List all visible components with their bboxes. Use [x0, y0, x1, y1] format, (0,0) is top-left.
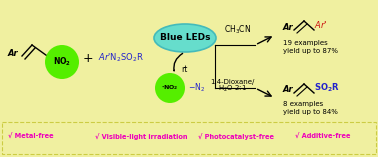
Text: $\mathit{Ar}$'$\mathregular{N_2SO_2R}$: $\mathit{Ar}$'$\mathregular{N_2SO_2R}$: [98, 52, 144, 64]
Text: √ Additive-free: √ Additive-free: [295, 134, 350, 140]
Circle shape: [155, 73, 185, 103]
Text: rt: rt: [181, 65, 187, 73]
Text: 8 examples: 8 examples: [283, 101, 323, 107]
Circle shape: [45, 45, 79, 79]
Text: 1,4-Dioxane/: 1,4-Dioxane/: [210, 79, 254, 85]
FancyBboxPatch shape: [2, 122, 376, 154]
Text: Ar: Ar: [283, 22, 294, 32]
FancyArrowPatch shape: [174, 53, 183, 71]
Ellipse shape: [154, 24, 216, 52]
Text: $\mathregular{-N_2}$: $\mathregular{-N_2}$: [188, 82, 205, 94]
Text: yield up to 87%: yield up to 87%: [283, 48, 338, 54]
Text: $\mathregular{NO_2}$: $\mathregular{NO_2}$: [53, 56, 71, 68]
Text: 19 examples: 19 examples: [283, 40, 328, 46]
Text: √ Photocatalyst-free: √ Photocatalyst-free: [198, 134, 274, 141]
Text: +: +: [83, 51, 93, 65]
Text: √ Metal-free: √ Metal-free: [8, 134, 54, 140]
Text: Blue LEDs: Blue LEDs: [160, 32, 210, 41]
Text: $\mathregular{CH_3CN}$: $\mathregular{CH_3CN}$: [225, 24, 251, 36]
Text: $\mathregular{SO_2R}$: $\mathregular{SO_2R}$: [314, 82, 340, 94]
Text: $\mathregular{\cdot NO_2}$: $\mathregular{\cdot NO_2}$: [161, 84, 179, 92]
Text: Ar: Ar: [8, 49, 19, 57]
Text: √ Visible-light irradiation: √ Visible-light irradiation: [95, 134, 187, 141]
Text: Ar: Ar: [283, 86, 294, 95]
Text: yield up to 84%: yield up to 84%: [283, 109, 338, 115]
Text: $\mathregular{H_2O}$ 2:1: $\mathregular{H_2O}$ 2:1: [217, 84, 246, 94]
Text: $\mathit{Ar}$': $\mathit{Ar}$': [314, 19, 327, 30]
